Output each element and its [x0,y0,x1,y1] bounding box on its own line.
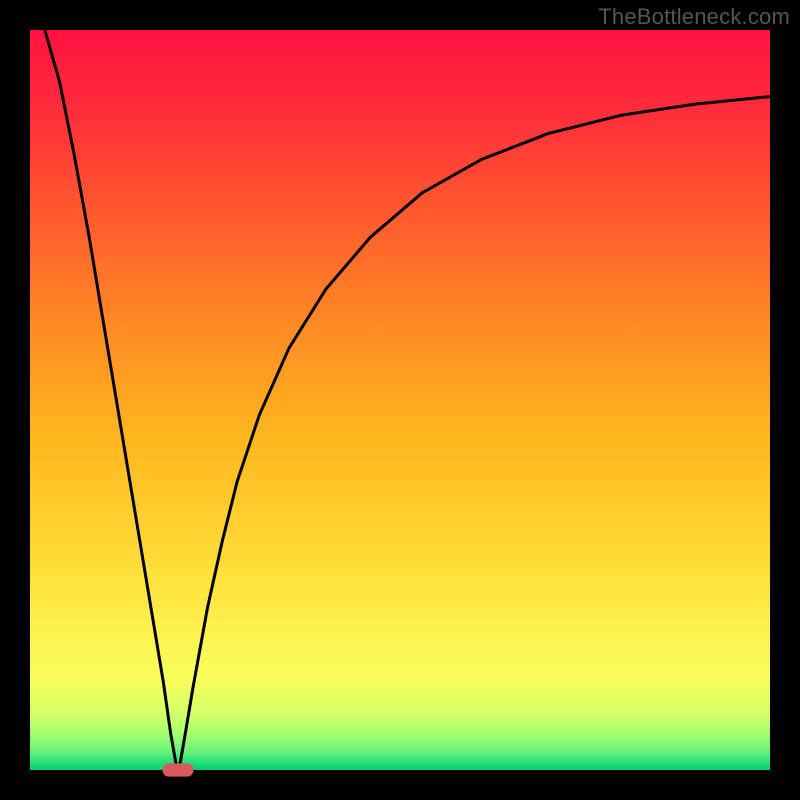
optimal-marker [162,763,193,776]
bottleneck-chart [0,0,800,800]
watermark-text: TheBottleneck.com [598,4,790,30]
plot-background [30,30,770,770]
